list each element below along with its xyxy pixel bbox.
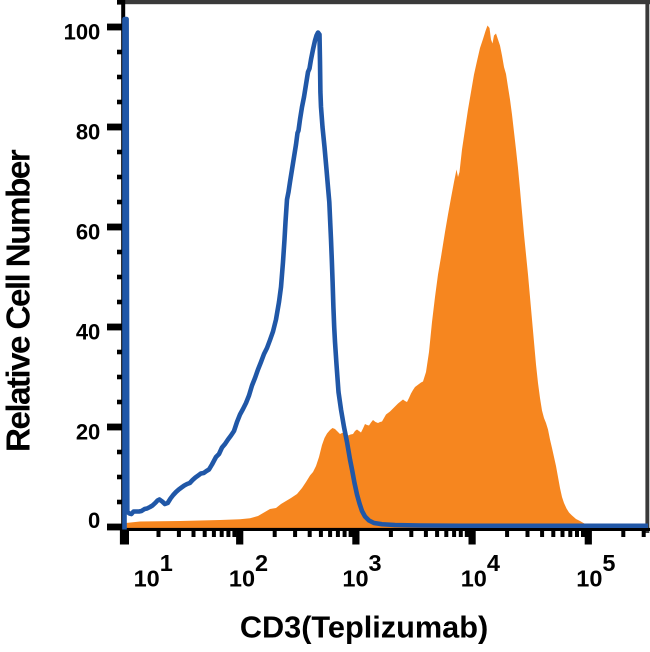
svg-text:20: 20 (76, 420, 100, 445)
svg-text:40: 40 (76, 320, 100, 345)
svg-text:60: 60 (76, 220, 100, 245)
svg-text:100: 100 (64, 20, 101, 45)
svg-text:CD3(Teplizumab): CD3(Teplizumab) (240, 610, 488, 645)
svg-text:Relative Cell Number: Relative Cell Number (1, 149, 38, 452)
svg-text:80: 80 (76, 120, 100, 145)
svg-text:0: 0 (88, 508, 100, 533)
